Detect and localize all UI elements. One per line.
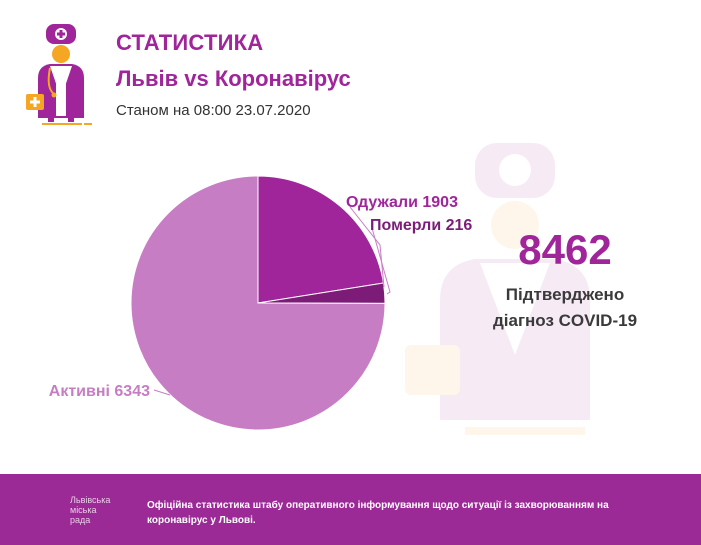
pie-label-active: Активні 6343 — [49, 383, 150, 400]
page-title: СТАТИСТИКА — [116, 30, 264, 55]
city-council-name: Львівська міська рада — [70, 495, 130, 525]
leader-line-recovered — [349, 206, 385, 288]
footer-bar — [0, 474, 701, 545]
as-of-date: Станом на 08:00 23.07.2020 — [116, 102, 311, 119]
city-line-1: Львівська — [70, 495, 111, 505]
cases-pie-chart: Одужали 1903 Померли 216 Активні 6343 — [49, 175, 472, 431]
pie-slice-recovered — [257, 175, 384, 304]
city-line-3: рада — [70, 515, 91, 525]
pie-slice-active — [130, 175, 386, 431]
city-line-2: міська — [70, 505, 97, 515]
pie-label-deaths: Померли 216 — [370, 217, 472, 234]
page-subtitle: Львів vs Коронавірус — [116, 66, 351, 91]
caption-line-2: діагноз COVID-19 — [492, 311, 638, 330]
lviv-crest-icon — [2, 2, 32, 36]
leader-line-active — [153, 389, 171, 396]
footer-disclaimer: Офіційна статистика штабу оперативного і… — [147, 500, 609, 526]
doctor-watermark-icon — [405, 143, 590, 435]
doctor-logo-icon — [26, 24, 92, 125]
leader-line-deaths — [371, 227, 391, 295]
total-confirmed-caption: Підтверджено діагноз COVID-19 — [480, 282, 650, 334]
total-confirmed-number: 8462 — [518, 226, 612, 273]
pie-label-recovered: Одужали 1903 — [346, 194, 458, 211]
caption-line-1: Підтверджено — [505, 285, 625, 304]
